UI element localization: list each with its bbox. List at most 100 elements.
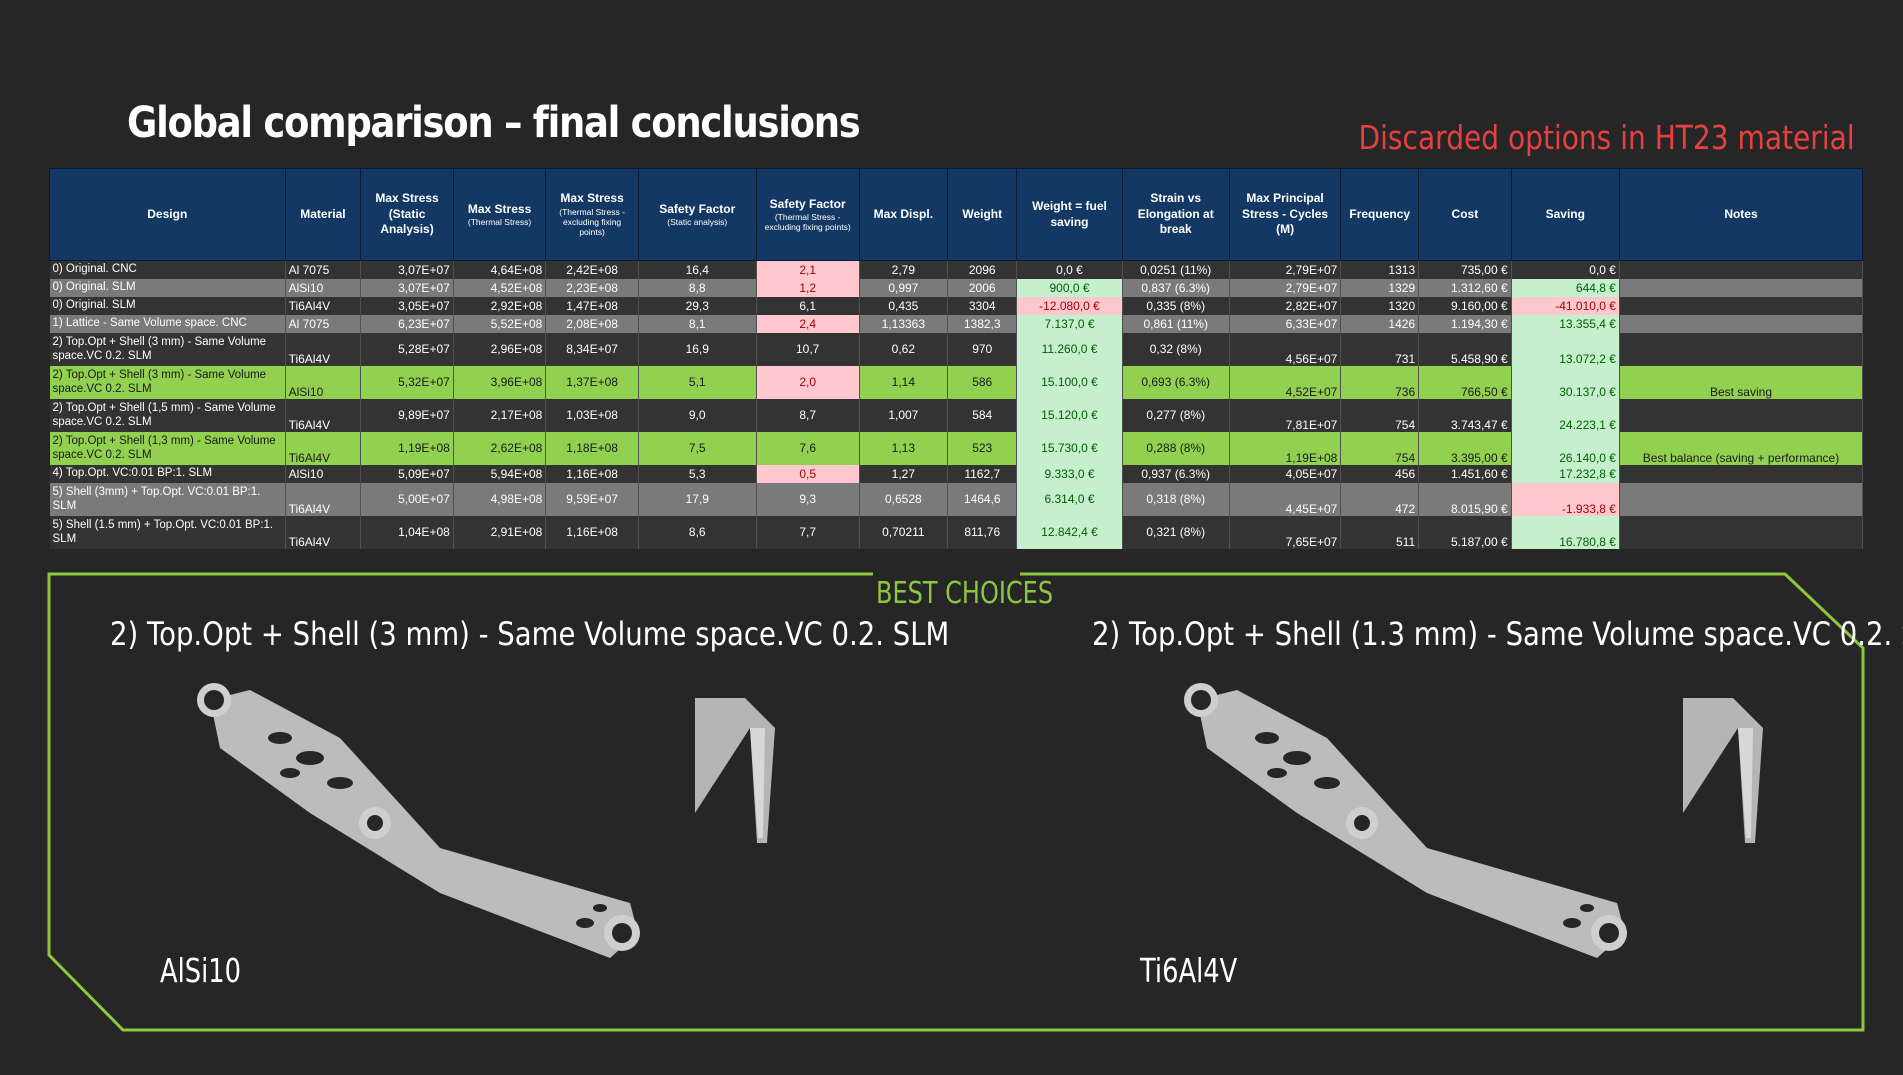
cell-fuel-saving: 11.260,0 € xyxy=(1016,333,1123,366)
cell-max-stress-thermal: 5,94E+08 xyxy=(453,465,547,483)
cell-notes xyxy=(1619,483,1864,516)
cell-cost: 5.458,90 € xyxy=(1418,333,1512,366)
cell-sf-thermal: 7,7 xyxy=(756,516,860,549)
part-section-left-image xyxy=(695,698,775,843)
cell-material: Al 7075 xyxy=(285,260,362,279)
cell-max-stress-thermal-excl: 1,03E+08 xyxy=(545,399,639,432)
cell-principal-cycles: 2,79E+07 xyxy=(1229,279,1342,297)
cell-principal-cycles: 1,19E+08 xyxy=(1229,432,1342,465)
cell-strain: 0,321 (8%) xyxy=(1122,516,1230,549)
table-row: 0) Original. SLM Ti6Al4V 3,05E+07 2,92E+08 1… xyxy=(49,297,1864,315)
cell-weight: 2096 xyxy=(947,260,1018,279)
column-header: Design xyxy=(49,168,286,261)
cell-max-stress-thermal: 3,96E+08 xyxy=(453,366,547,399)
cell-max-stress-thermal: 4,64E+08 xyxy=(453,260,547,279)
cell-design: 0) Original. SLM xyxy=(49,297,286,315)
cell-max-stress-thermal-excl: 9,59E+07 xyxy=(545,483,639,516)
cell-material: Ti6Al4V xyxy=(285,297,362,315)
column-header-label: Strain vs Elongation at break xyxy=(1137,191,1214,237)
cell-max-stress-thermal-excl: 1,37E+08 xyxy=(545,366,639,399)
table-row: 4) Top.Opt. VC:0.01 BP:1. SLM AlSi10 5,09E… xyxy=(49,465,1864,483)
cell-frequency: 754 xyxy=(1340,399,1420,432)
column-header-label: Safety Factor xyxy=(769,196,846,211)
cell-fuel-saving: 9.333,0 € xyxy=(1016,465,1123,483)
cell-cost: 1.312,60 € xyxy=(1418,279,1512,297)
cell-notes xyxy=(1619,297,1864,315)
cell-principal-cycles: 2,79E+07 xyxy=(1229,260,1342,279)
cell-max-displ: 1,14 xyxy=(859,366,949,399)
cell-max-stress-thermal-excl: 1,16E+08 xyxy=(545,516,639,549)
best-choice-right-material: Ti6Al4V xyxy=(1140,951,1238,990)
cell-strain: 0,0251 (11%) xyxy=(1122,260,1230,279)
cell-frequency: 1426 xyxy=(1340,315,1420,333)
cell-max-displ: 0,70211 xyxy=(859,516,949,549)
cell-notes xyxy=(1619,315,1864,333)
discarded-options-note: Discarded options in HT23 material xyxy=(1358,118,1855,157)
cell-max-displ: 0,997 xyxy=(859,279,949,297)
column-header: Max Stress (Thermal Stress - excluding fi… xyxy=(545,168,639,261)
cell-max-stress-thermal-excl: 1,18E+08 xyxy=(545,432,639,465)
cell-sf-thermal: 2,1 xyxy=(756,260,860,279)
cell-max-stress-thermal: 4,52E+08 xyxy=(453,279,547,297)
cell-max-displ: 1,007 xyxy=(859,399,949,432)
cell-strain: 0,937 (6.3%) xyxy=(1122,465,1230,483)
cell-saving: 30.137,0 € xyxy=(1511,366,1620,399)
cell-fuel-saving: 7.137,0 € xyxy=(1016,315,1123,333)
column-header: Max Principal Stress - Cycles (M) xyxy=(1228,168,1342,261)
cell-material: Ti6Al4V xyxy=(285,399,362,432)
table-header-row: Design Material Max Stress (Static Analysi… xyxy=(49,168,1864,261)
cell-saving: 17.232,8 € xyxy=(1511,465,1620,483)
cell-cost: 766,50 € xyxy=(1418,366,1512,399)
cell-sf-thermal: 7,6 xyxy=(756,432,860,465)
table-row: 5) Shell (1.5 mm) + Top.Opt. VC:0.01 BP:… xyxy=(49,516,1864,549)
cell-sf-thermal: 2,0 xyxy=(756,366,860,399)
table-row: 1) Lattice - Same Volume space. CNC Al 70… xyxy=(49,315,1864,333)
cell-weight: 970 xyxy=(947,333,1018,366)
table-row: 2) Top.Opt + Shell (1,5 mm) - Same Volum… xyxy=(49,399,1864,432)
column-header: Frequency xyxy=(1340,168,1420,261)
column-header-label: Material xyxy=(300,206,346,221)
column-header-sublabel: (Thermal Stress) xyxy=(467,217,532,228)
cell-design: 5) Shell (3mm) + Top.Opt. VC:0.01 BP:1. … xyxy=(49,483,286,516)
cell-design: 0) Original. CNC xyxy=(49,260,286,279)
cell-notes xyxy=(1619,279,1864,297)
best-choice-left-title: 2) Top.Opt + Shell (3 mm) - Same Volume … xyxy=(110,615,950,653)
cell-max-stress-static: 5,00E+07 xyxy=(360,483,454,516)
cell-max-stress-thermal: 2,17E+08 xyxy=(453,399,547,432)
cell-weight: 2006 xyxy=(947,279,1018,297)
cell-strain: 0,288 (8%) xyxy=(1122,432,1230,465)
best-choice-right-title: 2) Top.Opt + Shell (1.3 mm) - Same Volum… xyxy=(1092,615,1903,653)
cell-weight: 586 xyxy=(947,366,1018,399)
column-header: Safety Factor (Thermal Stress - excluding… xyxy=(755,168,860,261)
cell-max-displ: 2,79 xyxy=(859,260,949,279)
cell-fuel-saving: 6.314,0 € xyxy=(1016,483,1123,516)
column-header: Material xyxy=(284,168,362,261)
part-render-right-image xyxy=(1184,683,1627,958)
cell-frequency: 731 xyxy=(1340,333,1420,366)
cell-fuel-saving: 15.730,0 € xyxy=(1016,432,1123,465)
cell-frequency: 736 xyxy=(1340,366,1420,399)
cell-sf-thermal: 9,3 xyxy=(756,483,860,516)
column-header-label: Max Stress (Static Analysis) xyxy=(375,191,439,237)
cell-max-stress-thermal-excl: 8,34E+07 xyxy=(545,333,639,366)
cell-sf-thermal: 2,4 xyxy=(756,315,860,333)
column-header: Strain vs Elongation at break xyxy=(1121,168,1230,261)
cell-sf-static: 16,9 xyxy=(638,333,757,366)
cell-weight: 1464,6 xyxy=(947,483,1018,516)
cell-material: AlSi10 xyxy=(285,465,362,483)
cell-design: 2) Top.Opt + Shell (1,3 mm) - Same Volum… xyxy=(49,432,286,465)
column-header: Safety Factor (Static analysis) xyxy=(637,168,757,261)
cell-frequency: 472 xyxy=(1340,483,1420,516)
cell-sf-static: 7,5 xyxy=(638,432,757,465)
cell-sf-thermal: 6,1 xyxy=(756,297,860,315)
cell-max-stress-static: 6,23E+07 xyxy=(360,315,454,333)
cell-notes: Best saving xyxy=(1619,366,1864,399)
cell-max-stress-static: 9,89E+07 xyxy=(360,399,454,432)
cell-sf-static: 8,6 xyxy=(638,516,757,549)
cell-frequency: 1313 xyxy=(1340,260,1420,279)
column-header-label: Saving xyxy=(1545,206,1585,221)
cell-max-stress-thermal-excl: 2,23E+08 xyxy=(545,279,639,297)
column-header-sublabel: (Thermal Stress - excluding fixing point… xyxy=(764,212,851,233)
cell-principal-cycles: 7,65E+07 xyxy=(1229,516,1342,549)
cell-weight: 523 xyxy=(947,432,1018,465)
